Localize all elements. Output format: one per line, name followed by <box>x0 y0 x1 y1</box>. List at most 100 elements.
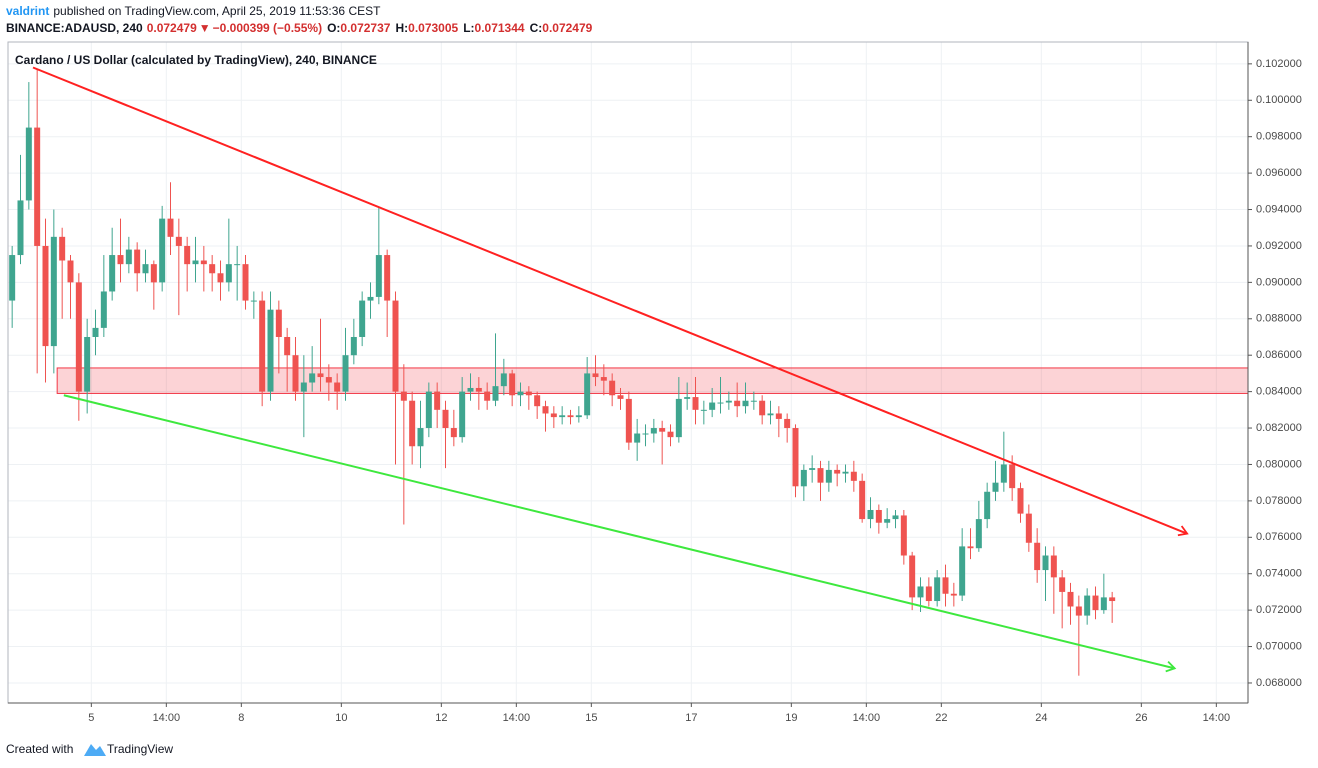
candle-body <box>617 395 624 399</box>
candle-body <box>109 255 116 292</box>
candle-body <box>875 509 882 523</box>
last-price: 0.072479 <box>147 21 197 35</box>
candle-body <box>225 264 232 283</box>
candle-body <box>242 264 249 301</box>
candle-body <box>317 373 324 378</box>
plot-area <box>8 42 1249 703</box>
candle-body <box>209 264 216 274</box>
candle-body <box>292 355 299 392</box>
candle-body <box>434 391 441 410</box>
candle-body <box>50 236 57 347</box>
y-tick-label: 0.072000 <box>1256 604 1302 616</box>
candle-body <box>550 413 557 418</box>
candle-body <box>650 428 657 434</box>
candle-body <box>184 245 191 265</box>
candle-body <box>859 480 866 520</box>
y-tick-label: 0.080000 <box>1256 458 1302 470</box>
candle-body <box>725 400 732 403</box>
close-label: C: <box>530 21 543 35</box>
candle-body <box>75 282 82 392</box>
footer-created: Created with <box>6 742 73 756</box>
low-value: 0.071344 <box>475 21 525 35</box>
candle-body <box>1092 595 1099 611</box>
candle-body <box>984 491 991 520</box>
candle-body <box>217 273 224 283</box>
candle-body <box>850 471 857 481</box>
header-line-1: valdrint published on TradingView.com, Ap… <box>6 4 381 18</box>
candle-body <box>1109 597 1116 602</box>
candle-body <box>925 586 932 602</box>
x-tick-label: 10 <box>335 712 347 724</box>
x-tick-label: 15 <box>585 712 597 724</box>
candle-body <box>484 391 491 401</box>
x-tick-label: 12 <box>435 712 447 724</box>
candle-body <box>234 264 241 266</box>
candle-body <box>634 433 641 443</box>
candle-body <box>709 402 716 410</box>
x-tick-label: 14:00 <box>1203 712 1231 724</box>
candle-body <box>192 260 199 265</box>
candle-body <box>409 400 416 447</box>
x-tick-label: 5 <box>88 712 94 724</box>
candle-body <box>1009 464 1016 489</box>
candle-body <box>1075 606 1082 616</box>
candle-body <box>442 409 449 429</box>
candle-body <box>992 482 999 492</box>
y-tick-label: 0.096000 <box>1256 167 1302 179</box>
symbol: BINANCE:ADAUSD, 240 <box>6 21 143 35</box>
candle-body <box>175 236 182 246</box>
candle-body <box>717 402 724 404</box>
candle-body <box>1059 577 1066 592</box>
y-tick-label: 0.092000 <box>1256 240 1302 252</box>
x-tick-label: 26 <box>1135 712 1147 724</box>
candle-body <box>575 415 582 418</box>
y-tick-label: 0.084000 <box>1256 386 1302 398</box>
candle-body <box>450 428 457 438</box>
candle-body <box>367 296 374 301</box>
candle-body <box>525 391 532 396</box>
candle-body <box>684 397 691 399</box>
candle-body <box>459 391 466 438</box>
candle-body <box>775 413 782 419</box>
candle-body <box>92 327 99 337</box>
high-label: H: <box>395 21 408 35</box>
candle-body <box>534 395 541 407</box>
candle-body <box>334 382 341 392</box>
candle-body <box>784 418 791 429</box>
footer-brand[interactable]: TradingView <box>107 742 173 756</box>
candle-body <box>1000 464 1007 483</box>
candle-body <box>892 515 899 520</box>
candle-body <box>467 387 474 392</box>
tradingview-logo <box>84 744 106 756</box>
y-tick-label: 0.082000 <box>1256 422 1302 434</box>
candle-body <box>17 200 24 256</box>
candle-body <box>900 515 907 556</box>
change-arrow: ▼ <box>199 21 211 35</box>
x-tick-label: 14:00 <box>503 712 531 724</box>
change: −0.000399 (−0.55%) <box>213 21 322 35</box>
candle-body <box>642 433 649 435</box>
candle-body <box>267 309 274 392</box>
candle-body <box>884 519 891 523</box>
candle-body <box>950 593 957 596</box>
candle-body <box>609 380 616 396</box>
x-tick-label: 14:00 <box>853 712 881 724</box>
candle-body <box>1017 488 1024 514</box>
open-label: O: <box>327 21 340 35</box>
close-value: 0.072479 <box>542 21 592 35</box>
candle-body <box>275 309 282 337</box>
candle-body <box>1100 597 1107 611</box>
candle-body <box>759 400 766 416</box>
candle-body <box>967 546 974 549</box>
candle-body <box>909 555 916 598</box>
candle-body <box>350 336 357 356</box>
candle-body <box>975 519 982 549</box>
y-tick-label: 0.090000 <box>1256 276 1302 288</box>
candle-body <box>1042 555 1049 571</box>
candle-body <box>42 245 49 347</box>
candle-body <box>1034 542 1041 571</box>
candle-body <box>417 428 424 447</box>
candle-body <box>734 400 741 407</box>
candle-body <box>425 391 432 429</box>
